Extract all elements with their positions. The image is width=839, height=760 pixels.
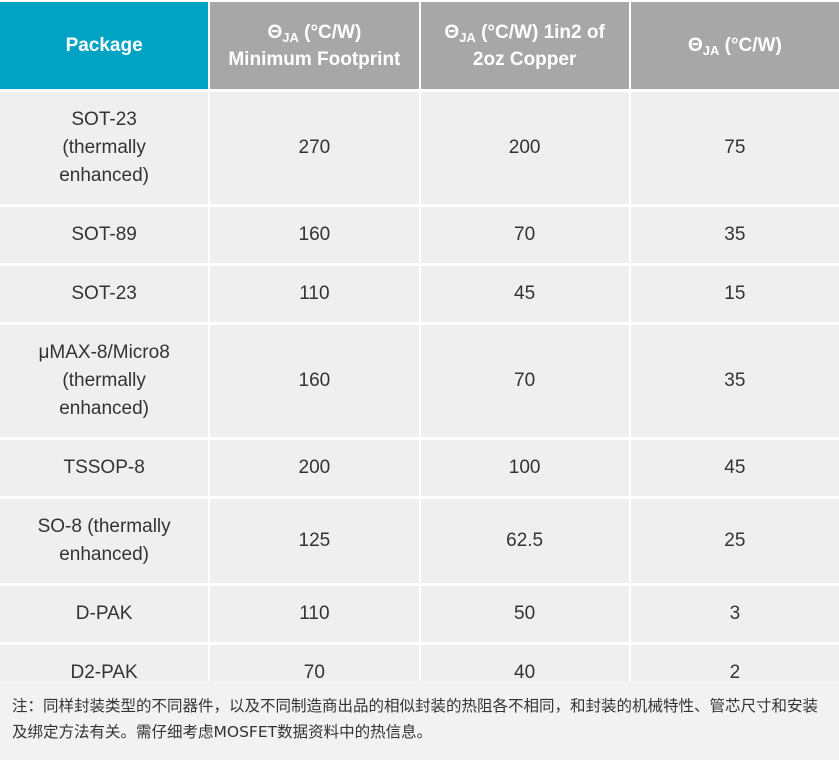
value-cell: 110 [210, 266, 419, 322]
header-subscript: JA [282, 29, 299, 45]
header-text: (°C/W) 1in2 of [475, 21, 605, 43]
value-cell: 125 [210, 499, 419, 583]
table-row: SO-8 (thermally enhanced) 125 62.5 25 [0, 499, 839, 583]
table-row: SOT-23 (thermally enhanced) 270 200 75 [0, 92, 839, 204]
header-cell: Package [0, 2, 209, 89]
value-cell: 3 [630, 586, 839, 642]
value-cell: 200 [210, 440, 419, 496]
package-cell: SO-8 (thermally enhanced) [0, 499, 209, 583]
package-cell: TSSOP-8 [0, 440, 209, 496]
value-cell: 70 [420, 325, 629, 437]
value-cell: 25 [630, 499, 839, 583]
header-text: 2oz Copper [472, 48, 577, 70]
table-row: SOT-89 160 70 35 [0, 207, 839, 263]
header-cell: ΘJA (°C/W) 1in2 of 2oz Copper [420, 2, 629, 89]
thermal-table: Package ΘJA (°C/W) Minimum Footprint ΘJA (°… [0, 2, 839, 701]
value-cell: 50 [420, 586, 629, 642]
header-text: (°C/W) [719, 35, 782, 56]
package-cell: μMAX-8/Micro8 (thermally enhanced) [0, 325, 209, 437]
table-body: SOT-23 (thermally enhanced) 270 200 75 SOT-8… [0, 92, 839, 701]
header-cell: ΘJA (°C/W) Minimum Footprint [210, 2, 419, 89]
header-text: Package [65, 35, 143, 56]
header-subscript: JA [702, 43, 720, 58]
table-row: SOT-23 110 45 15 [0, 266, 839, 322]
value-cell: 45 [420, 266, 629, 322]
note: 注：同样封装类型的不同器件，以及不同制造商出品的相似封装的热阻各不相同，和封装的… [0, 681, 839, 760]
package-cell: SOT-23 [0, 266, 209, 322]
value-cell: 75 [630, 92, 839, 204]
value-cell: 35 [630, 325, 839, 437]
header-symbol: Θ [444, 21, 460, 43]
table-row: μMAX-8/Micro8 (thermally enhanced) 160 70 3… [0, 325, 839, 437]
header-row: Package ΘJA (°C/W) Minimum Footprint ΘJA (°… [0, 2, 839, 89]
table-row: D-PAK 110 50 3 [0, 586, 839, 642]
header-text: (°C/W) [298, 21, 362, 43]
value-cell: 270 [210, 92, 419, 204]
header-symbol: Θ [687, 35, 703, 56]
value-cell: 62.5 [420, 499, 629, 583]
value-cell: 70 [420, 207, 629, 263]
header-text: Minimum Footprint [228, 48, 401, 70]
value-cell: 160 [210, 207, 419, 263]
table-row: TSSOP-8 200 100 45 [0, 440, 839, 496]
package-cell: SOT-23 (thermally enhanced) [0, 92, 209, 204]
header-cell: ΘJA (°C/W) [630, 2, 839, 89]
value-cell: 110 [210, 586, 419, 642]
header-subscript: JA [459, 29, 476, 45]
value-cell: 100 [420, 440, 629, 496]
value-cell: 200 [420, 92, 629, 204]
value-cell: 35 [630, 207, 839, 263]
value-cell: 45 [630, 440, 839, 496]
header-symbol: Θ [267, 21, 283, 43]
value-cell: 15 [630, 266, 839, 322]
package-cell: D-PAK [0, 586, 209, 642]
package-cell: SOT-89 [0, 207, 209, 263]
value-cell: 160 [210, 325, 419, 437]
